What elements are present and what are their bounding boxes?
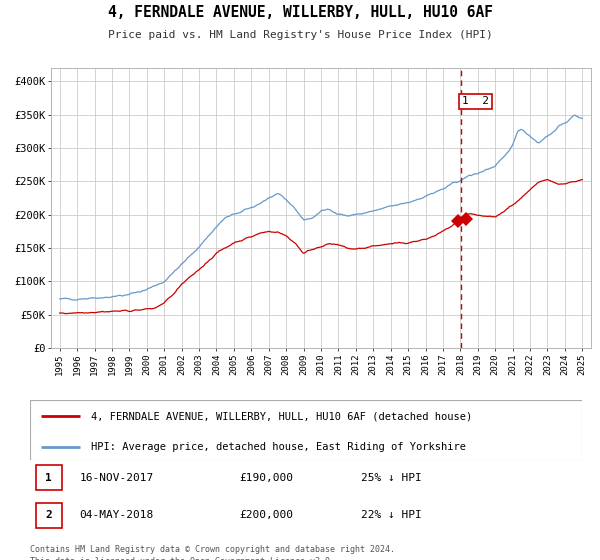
Text: 2: 2	[46, 510, 52, 520]
Text: 22% ↓ HPI: 22% ↓ HPI	[361, 510, 422, 520]
Text: £200,000: £200,000	[240, 510, 294, 520]
Text: 4, FERNDALE AVENUE, WILLERBY, HULL, HU10 6AF: 4, FERNDALE AVENUE, WILLERBY, HULL, HU10…	[107, 5, 493, 20]
Text: £190,000: £190,000	[240, 473, 294, 483]
Text: Contains HM Land Registry data © Crown copyright and database right 2024.: Contains HM Land Registry data © Crown c…	[30, 545, 395, 554]
Text: 16-NOV-2017: 16-NOV-2017	[80, 473, 154, 483]
Text: 1  2: 1 2	[462, 96, 489, 106]
Bar	[35, 502, 62, 528]
Text: This data is licensed under the Open Government Licence v3.0.: This data is licensed under the Open Gov…	[30, 557, 335, 560]
Text: 04-MAY-2018: 04-MAY-2018	[80, 510, 154, 520]
Text: 1: 1	[46, 473, 52, 483]
Text: 4, FERNDALE AVENUE, WILLERBY, HULL, HU10 6AF (detached house): 4, FERNDALE AVENUE, WILLERBY, HULL, HU10…	[91, 411, 472, 421]
Text: Price paid vs. HM Land Registry's House Price Index (HPI): Price paid vs. HM Land Registry's House …	[107, 30, 493, 40]
Bar	[35, 465, 62, 491]
Text: 25% ↓ HPI: 25% ↓ HPI	[361, 473, 422, 483]
Text: HPI: Average price, detached house, East Riding of Yorkshire: HPI: Average price, detached house, East…	[91, 442, 466, 452]
